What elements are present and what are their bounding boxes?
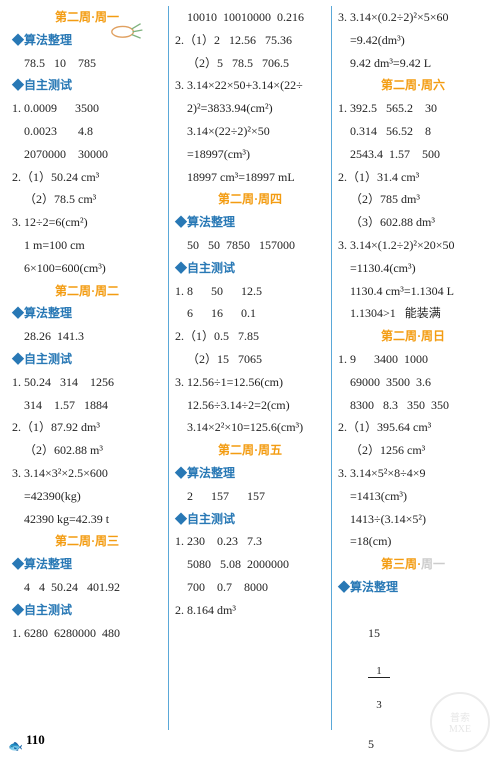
data-line: 1413÷(3.14×5²) <box>338 508 488 531</box>
section-heading: ◆算法整理 <box>175 462 325 485</box>
week-heading: 第二周·周二 <box>12 280 162 303</box>
data-line: 1130.4 cm³=1.1304 L <box>338 280 488 303</box>
data-line: 9.42 dm³=9.42 L <box>338 52 488 75</box>
column-1: 第二周·周一 ◆算法整理 78.5 10 785 ◆自主测试 1. 0.0009… <box>8 6 166 730</box>
data-line: 42390 kg=42.39 t <box>12 508 162 531</box>
data-line: 3. 3.14×3²×2.5×600 <box>12 462 162 485</box>
data-line: 2.（1）50.24 cm³ <box>12 166 162 189</box>
data-line: （2）602.88 m³ <box>12 439 162 462</box>
data-line: 2. 8.164 dm³ <box>175 599 325 622</box>
data-line: 1. 392.5 565.2 30 <box>338 97 488 120</box>
data-line: 50 50 7850 157000 <box>175 234 325 257</box>
data-line: 69000 3500 3.6 <box>338 371 488 394</box>
data-line: =18997(cm³) <box>175 143 325 166</box>
data-line: 18997 cm³=18997 mL <box>175 166 325 189</box>
data-line: 700 0.7 8000 <box>175 576 325 599</box>
data-line: 12.56÷3.14÷2=2(cm) <box>175 394 325 417</box>
data-line: （2）1256 cm³ <box>338 439 488 462</box>
section-heading: ◆算法整理 <box>12 302 162 325</box>
data-line: 78.5 10 785 <box>12 52 162 75</box>
week-heading: 第二周·周三 <box>12 530 162 553</box>
column-2: 10010 10010000 0.216 2.（1）2 12.56 75.36 … <box>171 6 329 730</box>
data-line: =18(cm) <box>338 530 488 553</box>
fraction: 1 3 <box>368 644 390 733</box>
data-line: =9.42(dm³) <box>338 29 488 52</box>
data-line: 1. 230 0.23 7.3 <box>175 530 325 553</box>
data-line: 4 4 50.24 401.92 <box>12 576 162 599</box>
data-line: 1 m=100 cm <box>12 234 162 257</box>
data-line: 2.（1）2 12.56 75.36 <box>175 29 325 52</box>
data-line: （2）15 7065 <box>175 348 325 371</box>
data-line: 2.（1）87.92 dm³ <box>12 416 162 439</box>
column-3: 3. 3.14×(0.2÷2)²×5×60 =9.42(dm³) 9.42 dm… <box>334 6 492 730</box>
data-line: 1. 9 3400 1000 <box>338 348 488 371</box>
data-line: 1. 50.24 314 1256 <box>12 371 162 394</box>
data-line: 28.26 141.3 <box>12 325 162 348</box>
data-line: 6×100=600(cm³) <box>12 257 162 280</box>
data-line: 3. 3.14×5²×8÷4×9 <box>338 462 488 485</box>
fish-icon: 🐟 <box>8 739 23 754</box>
data-line: 2543.4 1.57 500 <box>338 143 488 166</box>
section-heading: ◆算法整理 <box>12 553 162 576</box>
data-line: 1. 8 50 12.5 <box>175 280 325 303</box>
data-line: =1130.4(cm³) <box>338 257 488 280</box>
data-line: 2)²=3833.94(cm²) <box>175 97 325 120</box>
data-line: 8300 8.3 350 350 <box>338 394 488 417</box>
column-divider <box>168 6 169 730</box>
week-heading: 第二周·周六 <box>338 74 488 97</box>
week-heading: 第三周·周一 <box>338 553 488 576</box>
section-heading: ◆自主测试 <box>12 599 162 622</box>
page-number: 110 <box>26 732 45 748</box>
data-line: 1.1304>1 能装满 <box>338 302 488 325</box>
data-line: 1. 6280 6280000 480 <box>12 622 162 645</box>
data-line: 15 1 3 5 <box>338 599 488 779</box>
data-line: 3. 3.14×(0.2÷2)²×5×60 <box>338 6 488 29</box>
data-line: 5080 5.08 2000000 <box>175 553 325 576</box>
data-line: 10010 10010000 0.216 <box>175 6 325 29</box>
data-line: 2.（1）31.4 cm³ <box>338 166 488 189</box>
data-line: （2）78.5 cm³ <box>12 188 162 211</box>
data-line: （2）5 78.5 706.5 <box>175 52 325 75</box>
section-heading: ◆自主测试 <box>175 508 325 531</box>
data-line: （3）602.88 dm³ <box>338 211 488 234</box>
week-heading: 第二周·周四 <box>175 188 325 211</box>
data-line: 0.0023 4.8 <box>12 120 162 143</box>
section-heading: ◆算法整理 <box>175 211 325 234</box>
data-line: 0.314 56.52 8 <box>338 120 488 143</box>
data-line: 1. 0.0009 3500 <box>12 97 162 120</box>
section-heading: ◆自主测试 <box>12 348 162 371</box>
section-heading: ◆自主测试 <box>175 257 325 280</box>
data-line: （2）785 dm³ <box>338 188 488 211</box>
column-divider <box>331 6 332 730</box>
data-line: 3. 12÷2=6(cm²) <box>12 211 162 234</box>
data-line: 3. 3.14×(1.2÷2)²×20×50 <box>338 234 488 257</box>
data-line: 314 1.57 1884 <box>12 394 162 417</box>
week-heading: 第二周·周日 <box>338 325 488 348</box>
data-line: 2.（1）395.64 cm³ <box>338 416 488 439</box>
data-line: 3. 12.56÷1=12.56(cm) <box>175 371 325 394</box>
data-line: 2070000 30000 <box>12 143 162 166</box>
data-line: 2 157 157 <box>175 485 325 508</box>
data-line: 2.（1）0.5 7.85 <box>175 325 325 348</box>
section-heading: ◆自主测试 <box>12 74 162 97</box>
section-heading: ◆算法整理 <box>338 576 488 599</box>
data-line: 6 16 0.1 <box>175 302 325 325</box>
carrot-icon <box>110 20 146 40</box>
data-line: 3. 3.14×22×50+3.14×(22÷ <box>175 74 325 97</box>
data-line: =42390(kg) <box>12 485 162 508</box>
week-heading: 第二周·周五 <box>175 439 325 462</box>
data-line: 3.14×(22÷2)²×50 <box>175 120 325 143</box>
data-line: 3.14×2²×10=125.6(cm³) <box>175 416 325 439</box>
data-line: =1413(cm³) <box>338 485 488 508</box>
